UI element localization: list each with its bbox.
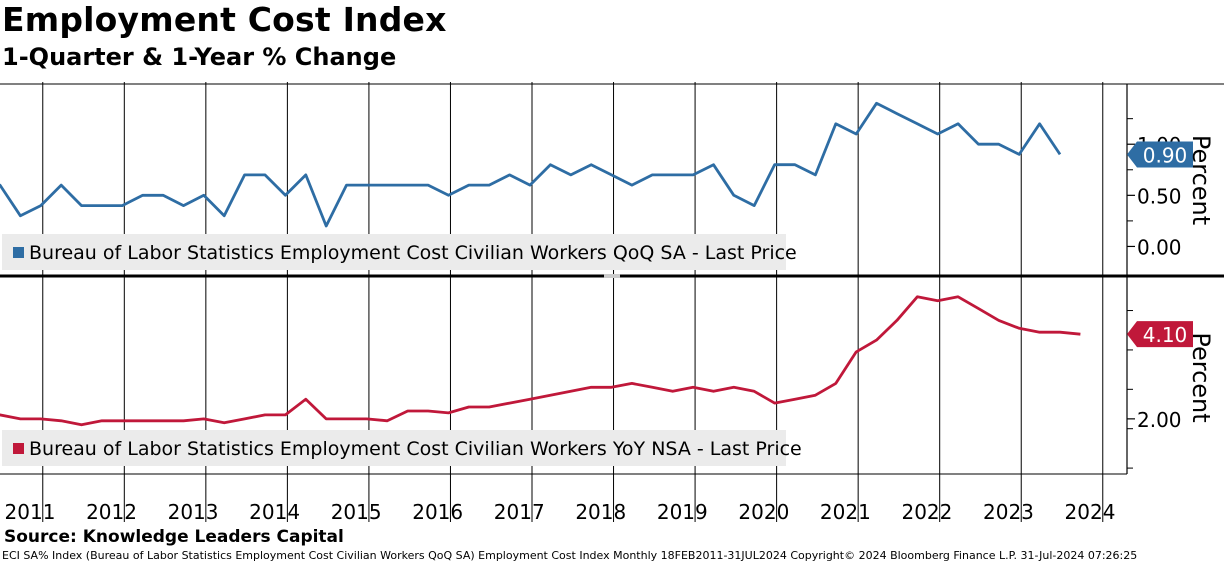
- x-tick-label: 2011: [5, 500, 56, 524]
- panel-separator-handle: [604, 274, 620, 278]
- qoq-last-value-label: 0.90: [1143, 143, 1188, 167]
- x-tick-label: 2019: [657, 500, 708, 524]
- x-tick-label: 2023: [983, 500, 1034, 524]
- x-tick-label: 2016: [412, 500, 463, 524]
- yoy-last-value-label: 4.10: [1143, 323, 1188, 347]
- yoy-series-line: [0, 295, 1081, 427]
- qoq-last-value-tag: [1127, 141, 1193, 168]
- x-tick-label: 2021: [820, 500, 871, 524]
- qoq-ytick-label: 0.00: [1137, 235, 1182, 259]
- qoq-ytick-label: 0.50: [1137, 184, 1182, 208]
- qoq-legend-swatch: [13, 247, 24, 258]
- yoy-last-value-tag: [1127, 321, 1193, 348]
- yoy-ytick-label: 2.00: [1137, 408, 1182, 432]
- x-tick-label: 2024: [1065, 500, 1116, 524]
- x-tick-label: 2018: [575, 500, 626, 524]
- qoq-series-line: [0, 101, 1062, 228]
- x-tick-label: 2015: [331, 500, 382, 524]
- x-tick-label: 2013: [168, 500, 219, 524]
- x-tick-label: 2017: [494, 500, 545, 524]
- chart-subtitle: 1-Quarter & 1-Year % Change: [2, 43, 397, 71]
- yoy-legend-label: Bureau of Labor Statistics Employment Co…: [29, 438, 802, 460]
- x-tick-label: 2012: [86, 500, 137, 524]
- source-note: Source: Knowledge Leaders Capital: [4, 527, 344, 547]
- yoy-legend-box: [2, 430, 786, 466]
- yoy-axis-title: Percent: [1187, 332, 1215, 422]
- qoq-legend-label: Bureau of Labor Statistics Employment Co…: [29, 242, 797, 264]
- x-tick-label: 2014: [249, 500, 300, 524]
- footer-note: ECI SA% Index (Bureau of Labor Statistic…: [2, 549, 1138, 562]
- chart-title: Employment Cost Index: [2, 0, 447, 39]
- x-tick-label: 2020: [738, 500, 789, 524]
- x-tick-label: 2022: [901, 500, 952, 524]
- yoy-legend-swatch: [13, 443, 24, 454]
- qoq-axis-title: Percent: [1187, 135, 1215, 225]
- qoq-legend-box: [2, 234, 786, 270]
